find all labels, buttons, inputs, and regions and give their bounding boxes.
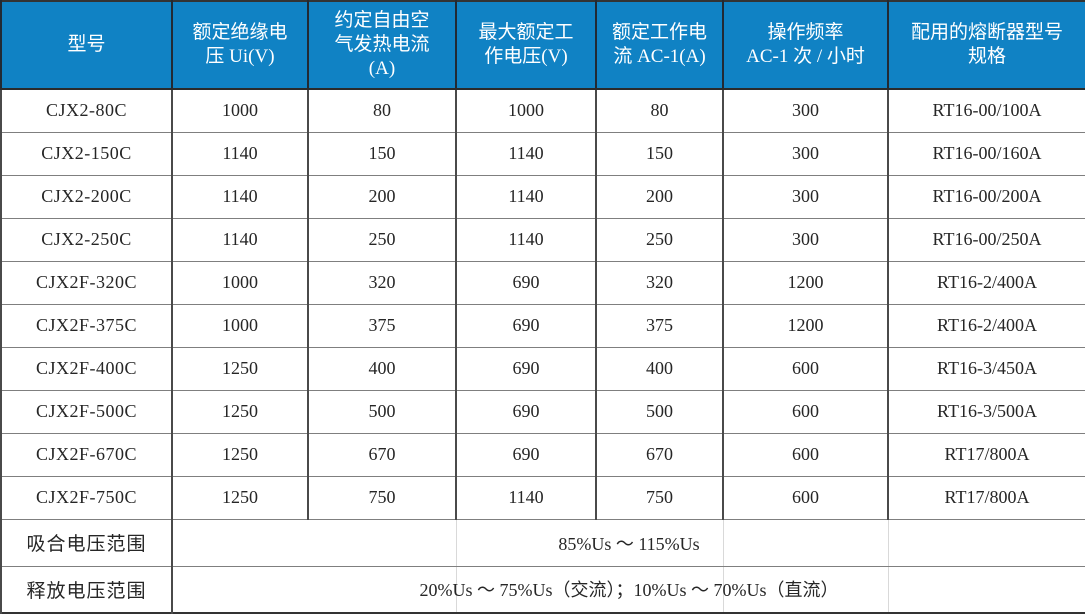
value-cell: 1140: [455, 217, 596, 261]
value-cell: 1140: [455, 174, 596, 218]
value-cell: RT17/800A: [887, 432, 1085, 476]
value-cell: 150: [595, 131, 723, 175]
value-cell: 690: [455, 389, 596, 433]
value-cell: 250: [595, 217, 723, 261]
model-cell: CJX2F-375C: [0, 303, 172, 347]
value-cell: 600: [722, 475, 888, 519]
value-cell: 690: [455, 346, 596, 390]
value-cell: 750: [307, 475, 456, 519]
column-header-rated-insulation-voltage: 额定绝缘电 压 Ui(V): [171, 1, 308, 90]
value-cell: 600: [722, 432, 888, 476]
value-cell: 80: [595, 88, 723, 132]
footer-row-pickup-voltage: 吸合电压范围 85%Us ～ 115%Us: [0, 518, 1085, 566]
table-row: CJX2-200C 1140 200 1140 200 300 RT16-00/200A: [0, 174, 1085, 218]
model-cell: CJX2-200C: [0, 174, 172, 218]
table-row: CJX2F-500C 1250 500 690 500 600 RT16-3/500A: [0, 389, 1085, 433]
value-cell: 320: [595, 260, 723, 304]
table-row: CJX2F-400C 1250 400 690 400 600 RT16-3/450A: [0, 346, 1085, 390]
model-cell: CJX2F-670C: [0, 432, 172, 476]
value-cell: RT16-3/450A: [887, 346, 1085, 390]
table-body: CJX2-80C 1000 80 1000 80 300 RT16-00/100A CJX2-…: [0, 88, 1085, 519]
release-voltage-range-label: 释放电压范围: [0, 565, 172, 613]
model-cell: CJX2-80C: [0, 88, 172, 132]
model-cell: CJX2F-750C: [0, 475, 172, 519]
model-cell: CJX2F-400C: [0, 346, 172, 390]
value-cell: 1250: [171, 432, 308, 476]
value-cell: 300: [722, 217, 888, 261]
value-cell: 1250: [171, 475, 308, 519]
table-row: CJX2-150C 1140 150 1140 150 300 RT16-00/160A: [0, 131, 1085, 175]
value-cell: 375: [595, 303, 723, 347]
value-cell: 1250: [171, 346, 308, 390]
value-cell: RT16-3/500A: [887, 389, 1085, 433]
value-cell: 400: [595, 346, 723, 390]
table-header: 型号 额定绝缘电 压 Ui(V) 约定自由空 气发热电流 (A) 最大额定工 作电压(…: [0, 1, 1085, 90]
footer-row-release-voltage: 释放电压范围 20%Us ～ 75%Us（交流）；10%Us ～ 70%Us（直…: [0, 565, 1085, 613]
value-cell: 300: [722, 88, 888, 132]
value-cell: 1000: [171, 88, 308, 132]
value-cell: 1140: [171, 131, 308, 175]
value-cell: 1140: [171, 174, 308, 218]
value-cell: 1000: [171, 303, 308, 347]
value-cell: 200: [307, 174, 456, 218]
pickup-voltage-range-value: 85%Us ～ 115%Us: [171, 518, 1085, 566]
table-row: CJX2F-320C 1000 320 690 320 1200 RT16-2/400A: [0, 260, 1085, 304]
value-cell: 600: [722, 389, 888, 433]
value-cell: 690: [455, 303, 596, 347]
value-cell: 1140: [455, 475, 596, 519]
value-cell: 375: [307, 303, 456, 347]
model-cell: CJX2-150C: [0, 131, 172, 175]
column-header-matched-fuse-model: 配用的熔断器型号 规格: [887, 1, 1085, 90]
value-cell: 300: [722, 131, 888, 175]
value-cell: 80: [307, 88, 456, 132]
value-cell: 200: [595, 174, 723, 218]
value-cell: 1000: [455, 88, 596, 132]
value-cell: 150: [307, 131, 456, 175]
column-header-model: 型号: [0, 1, 172, 90]
value-cell: RT16-2/400A: [887, 260, 1085, 304]
value-cell: 1000: [171, 260, 308, 304]
table-row: CJX2F-750C 1250 750 1140 750 600 RT17/800A: [0, 475, 1085, 519]
value-cell: 320: [307, 260, 456, 304]
value-cell: 670: [595, 432, 723, 476]
model-cell: CJX2F-320C: [0, 260, 172, 304]
value-cell: 1200: [722, 303, 888, 347]
value-cell: 690: [455, 432, 596, 476]
release-voltage-range-value: 20%Us ～ 75%Us（交流）；10%Us ～ 70%Us（直流）: [171, 565, 1085, 613]
column-header-conventional-free-air-thermal-current: 约定自由空 气发热电流 (A): [307, 1, 456, 90]
value-cell: 1200: [722, 260, 888, 304]
table-row: CJX2-80C 1000 80 1000 80 300 RT16-00/100A: [0, 88, 1085, 132]
value-cell: 500: [595, 389, 723, 433]
column-header-rated-working-current-ac1: 额定工作电 流 AC-1(A): [595, 1, 723, 90]
value-cell: 600: [722, 346, 888, 390]
value-cell: 400: [307, 346, 456, 390]
header-row: 型号 额定绝缘电 压 Ui(V) 约定自由空 气发热电流 (A) 最大额定工 作电压(…: [0, 1, 1085, 90]
value-cell: 250: [307, 217, 456, 261]
table-row: CJX2-250C 1140 250 1140 250 300 RT16-00/250A: [0, 217, 1085, 261]
model-cell: CJX2-250C: [0, 217, 172, 261]
table-row: CJX2F-670C 1250 670 690 670 600 RT17/800A: [0, 432, 1085, 476]
value-cell: 670: [307, 432, 456, 476]
value-cell: RT16-00/200A: [887, 174, 1085, 218]
table-row: CJX2F-375C 1000 375 690 375 1200 RT16-2/400A: [0, 303, 1085, 347]
value-cell: RT16-00/250A: [887, 217, 1085, 261]
value-cell: RT16-2/400A: [887, 303, 1085, 347]
value-cell: 690: [455, 260, 596, 304]
value-cell: RT16-00/100A: [887, 88, 1085, 132]
value-cell: 300: [722, 174, 888, 218]
value-cell: 1140: [455, 131, 596, 175]
value-cell: RT16-00/160A: [887, 131, 1085, 175]
column-header-max-rated-working-voltage: 最大额定工 作电压(V): [455, 1, 596, 90]
value-cell: 1140: [171, 217, 308, 261]
value-cell: 1250: [171, 389, 308, 433]
value-cell: 750: [595, 475, 723, 519]
model-cell: CJX2F-500C: [0, 389, 172, 433]
column-header-operating-frequency: 操作频率 AC-1 次 / 小时: [722, 1, 888, 90]
value-cell: 500: [307, 389, 456, 433]
table-footer: 吸合电压范围 85%Us ～ 115%Us 释放电压范围 20%Us ～ 75%…: [0, 518, 1085, 613]
pickup-voltage-range-label: 吸合电压范围: [0, 518, 172, 566]
value-cell: RT17/800A: [887, 475, 1085, 519]
